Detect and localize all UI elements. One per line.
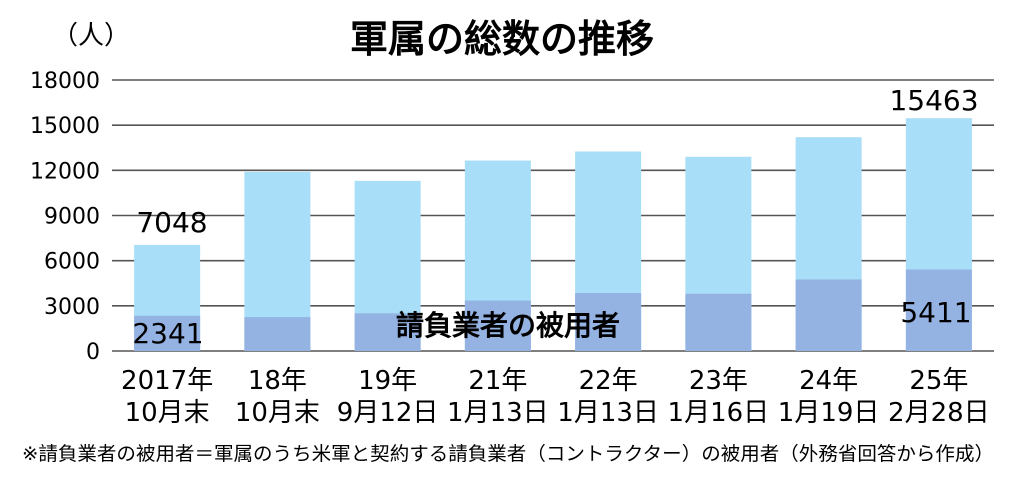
y-tick-label: 6000 (44, 250, 100, 275)
x-tick-label: 19年 (358, 366, 417, 396)
series-label-contractor: 請負業者の被用者 (396, 309, 620, 342)
x-tick-label: 1月19日 (778, 398, 880, 428)
y-tick-labels: 18000 15000 12000 9000 6000 3000 0 (30, 69, 100, 365)
data-label-last-total: 15463 (889, 84, 978, 117)
x-tick-labels: 2017年10月末18年10月末19年9月12日21年1月13日22年1月13日… (121, 366, 990, 428)
x-tick-label: 23年 (689, 366, 748, 396)
data-label-first-contractor: 2341 (132, 317, 203, 350)
bars (134, 118, 972, 351)
x-tick-label: 10月末 (125, 398, 210, 428)
x-tick-label: 10月末 (235, 398, 320, 428)
x-tick-label: 21年 (468, 366, 527, 396)
x-tick-label: 18年 (248, 366, 307, 396)
x-tick-label: 1月13日 (557, 398, 659, 428)
data-label-first-total: 7048 (136, 206, 207, 239)
y-tick-label: 0 (86, 340, 100, 365)
data-label-last-contractor: 5411 (900, 296, 971, 329)
x-tick-label: 25年 (909, 366, 968, 396)
y-tick-label: 15000 (30, 114, 100, 139)
x-tick-label: 2月28日 (888, 398, 990, 428)
bar-contractor (244, 317, 311, 351)
bar-contractor (575, 293, 642, 351)
x-tick-label: 2017年 (121, 366, 213, 396)
x-tick-label: 24年 (799, 366, 858, 396)
x-tick-label: 9月12日 (337, 398, 439, 428)
footnote: ※請負業者の被用者＝軍属のうち米軍と契約する請負業者（コントラクター）の被用者（… (22, 443, 994, 465)
x-tick-label: 22年 (579, 366, 638, 396)
y-tick-label: 3000 (44, 295, 100, 320)
y-tick-label: 12000 (30, 159, 100, 184)
x-tick-label: 1月16日 (668, 398, 770, 428)
x-tick-label: 1月13日 (447, 398, 549, 428)
bar-contractor (795, 279, 862, 351)
y-axis-unit: （人） (52, 21, 130, 51)
bar-contractor (134, 315, 201, 351)
bar-contractor (354, 313, 421, 351)
y-tick-label: 18000 (30, 69, 100, 94)
y-tick-label: 9000 (44, 205, 100, 230)
bar-contractor (464, 300, 531, 351)
chart-title: 軍属の総数の推移 (350, 17, 654, 61)
bar-contractor (685, 293, 752, 351)
bar-contractor (905, 269, 972, 351)
